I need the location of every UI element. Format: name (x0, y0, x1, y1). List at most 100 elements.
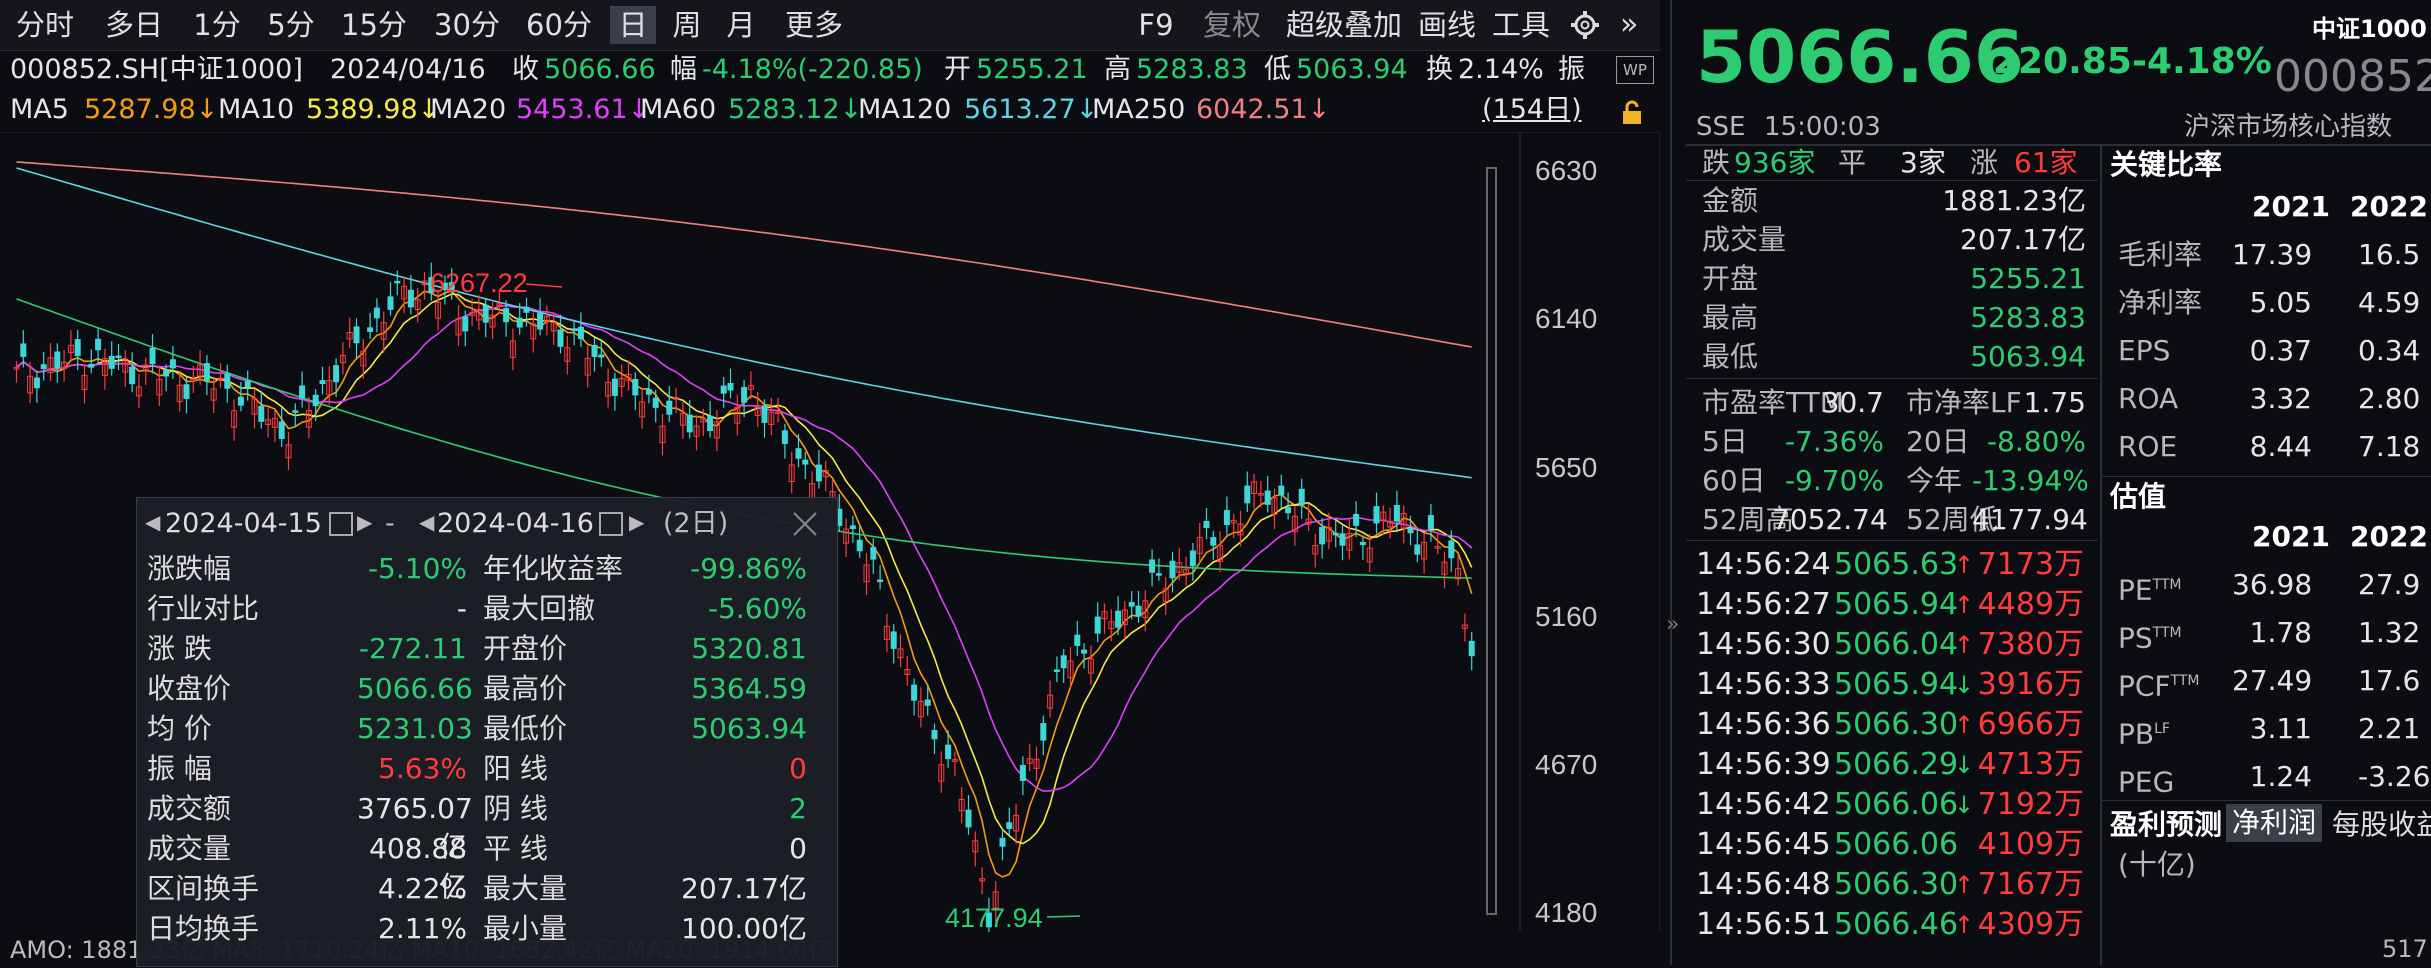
arrow-down-icon: ↓ (1954, 751, 1975, 779)
draw-button[interactable]: 画线 (1417, 8, 1476, 42)
candle (387, 296, 394, 310)
arrow-down-icon: ↓ (1954, 671, 1975, 699)
candle (911, 684, 918, 701)
candle (231, 410, 238, 428)
period-tab-month[interactable]: 月 (726, 8, 756, 42)
tick-volume: 4713万 (1977, 747, 2084, 782)
candle (1074, 634, 1081, 646)
candle (883, 625, 890, 641)
period-tab-more[interactable]: 更多 (784, 8, 843, 42)
candle (1455, 568, 1462, 580)
start-date-value: 2024-04-15 (165, 508, 322, 539)
candle (190, 378, 197, 382)
price-change: -220.85 (1978, 41, 2132, 82)
lock-icon[interactable] (1620, 98, 1644, 124)
calendar-icon[interactable] (329, 512, 353, 536)
period-tab-week[interactable]: 周 (672, 8, 702, 42)
stat-label: 日均换手 (147, 912, 260, 945)
prev-end-icon[interactable]: ◀ (419, 510, 435, 534)
candle (1285, 507, 1292, 514)
next-end-icon[interactable]: ▶ (629, 510, 645, 534)
candles-group (13, 262, 1475, 934)
adjust-button[interactable]: 复权 (1202, 8, 1261, 42)
period-tab-1min[interactable]: 1分 (193, 8, 241, 42)
days-count-link[interactable]: (154日) (1482, 94, 1582, 125)
tick-price: 5066.06 (1834, 787, 1959, 822)
prev-start-icon[interactable]: ◀ (145, 510, 161, 534)
valuation-year-1: 2021 (2252, 520, 2330, 553)
period-tab-60min[interactable]: 60分 (526, 8, 592, 42)
low-value: 5063.94 (1296, 54, 1408, 85)
collapse-arrow-icon[interactable]: » (1666, 612, 1680, 637)
tick-time: 14:56:42 (1696, 787, 1831, 822)
ma20-label: MA20 (430, 94, 507, 125)
stat-value: 5283.83 (1970, 301, 2086, 334)
tick-price: 5066.46 (1834, 907, 1959, 942)
stat-label: 开盘 (1702, 262, 1759, 295)
forecast-tab-profit[interactable]: 净利润 (2226, 804, 2323, 842)
valuation-label: PB (2118, 717, 2155, 751)
period-tab-15min[interactable]: 15分 (341, 8, 407, 42)
candle (1244, 485, 1251, 504)
arrow-up-icon: ↑ (1954, 551, 1975, 579)
stat-label: 成交量 (1702, 223, 1787, 256)
quote-info-row: 000852.SH[中证1000] 2024/04/16 收 5066.66 幅… (0, 50, 1660, 90)
candle (754, 405, 761, 416)
close-value: 5066.66 (544, 54, 656, 85)
wp-icon[interactable]: WP (1616, 56, 1654, 84)
candle (1264, 490, 1271, 505)
candle (673, 397, 680, 400)
candle (1332, 532, 1339, 536)
next-start-icon[interactable]: ▶ (357, 510, 373, 534)
ratio-label: 60日 (1702, 464, 1766, 497)
ma250-value: 6042.51↓ (1196, 94, 1331, 125)
stat-label: 最高价 (483, 672, 568, 705)
tick-price: 5066.30 (1834, 707, 1959, 742)
ratio-value: -13.94% (1972, 464, 2089, 497)
candle (47, 357, 54, 373)
candle (1448, 540, 1455, 559)
candle (788, 464, 795, 483)
stat-label: 最高 (1702, 301, 1759, 334)
candle (1366, 547, 1373, 563)
arrow-up-icon: ↑ (1954, 871, 1975, 899)
stat-value: 207.17亿 (681, 872, 807, 905)
candle (108, 355, 115, 369)
candle (985, 912, 992, 928)
candle (843, 528, 850, 544)
overlay-button[interactable]: 超级叠加 (1285, 8, 1402, 42)
start-date-picker[interactable]: 2024-04-15 (165, 506, 345, 542)
tools-button[interactable]: 工具 (1491, 8, 1550, 42)
stat-value: 5066.66 (357, 672, 473, 705)
calendar-icon[interactable] (599, 512, 623, 536)
candle (394, 280, 401, 284)
close-icon[interactable] (791, 510, 819, 538)
gear-icon[interactable] (1570, 10, 1600, 40)
key-ratio-label: 净利率 (2118, 286, 2203, 319)
ratio-label: 5日 (1702, 425, 1748, 458)
f9-button[interactable]: F9 (1138, 8, 1174, 42)
candle (1142, 600, 1149, 618)
close-label: 收 (512, 54, 539, 85)
candle (292, 410, 299, 413)
period-toolbar: 分时 多日 1分 5分 15分 30分 60分 日 周 月 更多 F9 复权 超… (0, 0, 1660, 51)
stat-label: 收盘价 (147, 672, 232, 705)
valuation-label: PEG (2118, 765, 2175, 799)
period-tab-day[interactable]: 日 (610, 6, 656, 44)
last-price: 5066.66 (1696, 15, 2024, 99)
end-date-picker[interactable]: 2024-04-16 (437, 506, 617, 542)
period-tab-30min[interactable]: 30分 (434, 8, 500, 42)
forecast-tab-eps[interactable]: 每股收益 (2332, 808, 2431, 841)
low-label: 低 (1264, 54, 1291, 85)
date-range-dash: - (385, 508, 395, 539)
candle (1312, 545, 1319, 555)
valuation-value: 1.78 (2249, 616, 2312, 649)
period-tab-multiday[interactable]: 多日 (104, 8, 163, 42)
period-tab-5min[interactable]: 5分 (267, 8, 315, 42)
candle (305, 409, 312, 428)
candle (441, 282, 448, 290)
ma60-label: MA60 (640, 94, 717, 125)
double-chevron-right-icon[interactable]: » (1620, 7, 1639, 42)
kline-chart[interactable]: 6267.22 4177.94 6630 6140 5650 5160 4670… (0, 131, 1661, 934)
period-tab-fenshi[interactable]: 分时 (15, 8, 74, 42)
